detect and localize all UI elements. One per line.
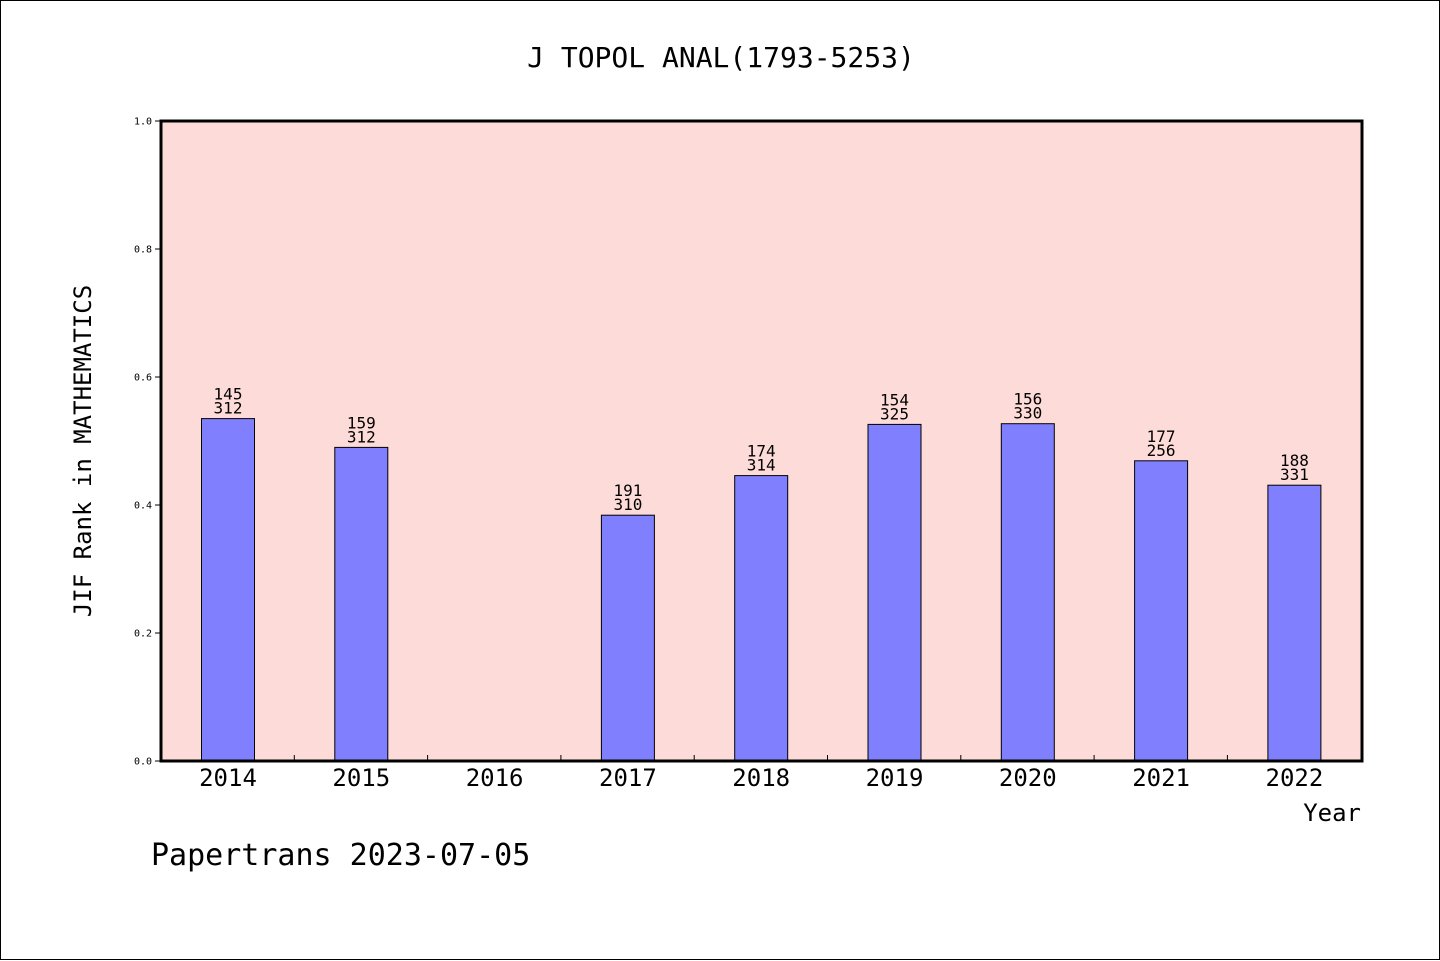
x-tick-label-2022: 2022	[1266, 764, 1324, 792]
bar-rank-label-2018: 174	[747, 442, 776, 461]
bar-2017	[600, 514, 655, 762]
x-tick-label-2016: 2016	[466, 764, 524, 792]
plot-border	[159, 119, 1364, 763]
y-tick-label-0.6: 0.6	[134, 373, 152, 384]
bar-2015	[334, 446, 389, 762]
y-tick-label-0.2: 0.2	[134, 629, 152, 640]
bar-total-label-2021: 256	[1147, 441, 1176, 460]
chart-title: J TOPOL ANAL(1793-5253)	[527, 41, 915, 74]
y-tick-label-1.0: 1.0	[134, 117, 152, 128]
bar-total-label-2019: 325	[880, 404, 909, 423]
x-tick-label-2015: 2015	[332, 764, 390, 792]
bar-total-label-2017: 310	[613, 495, 642, 514]
x-tick-label-2014: 2014	[199, 764, 257, 792]
y-tick-label-0.4: 0.4	[134, 501, 152, 512]
bar-rank-label-2020: 156	[1013, 390, 1042, 409]
bar-total-label-2018: 314	[747, 456, 776, 475]
bar-rank-label-2014: 145	[214, 385, 243, 404]
bar-rank-label-2017: 191	[613, 481, 642, 500]
bar-total-label-2022: 331	[1280, 465, 1309, 484]
bar-total-label-2015: 312	[347, 427, 376, 446]
y-axis-ticks: 0.0 0.2 0.4 0.6 0.8 1.0	[134, 117, 161, 768]
footer-credit: Papertrans 2023-07-05	[151, 838, 530, 873]
bar-2021	[1134, 460, 1189, 762]
x-tick-label-2017: 2017	[599, 764, 657, 792]
x-axis-label: Year	[1303, 799, 1361, 827]
bar-rank-label-2022: 188	[1280, 451, 1309, 470]
y-tick-label-0.8: 0.8	[134, 245, 152, 256]
bar-total-label-2020: 330	[1013, 404, 1042, 423]
bar-rank-label-2015: 159	[347, 413, 376, 432]
bar-total-label-2014: 312	[214, 399, 243, 418]
bar-2020	[1000, 423, 1055, 762]
x-tick-label-2019: 2019	[866, 764, 924, 792]
x-tick-label-2018: 2018	[732, 764, 790, 792]
x-axis-ticks: 2014 2015 2016 2017 2018 2019 2020 2021 2022	[199, 755, 1323, 792]
x-tick-label-2020: 2020	[999, 764, 1057, 792]
y-axis-label: JIF Rank in MATHEMATICS	[69, 285, 97, 617]
bar-rank-label-2021: 177	[1147, 427, 1176, 446]
y-tick-label-0.0: 0.0	[134, 757, 152, 768]
x-tick-label-2021: 2021	[1132, 764, 1190, 792]
bar-2019	[867, 423, 922, 762]
bar-2014	[201, 418, 255, 762]
bar-labels-group: 1453121593121913101743141543251563301772…	[214, 385, 1309, 515]
bar-2022	[1267, 484, 1322, 762]
bars-group	[201, 418, 1322, 762]
bar-rank-label-2019: 154	[880, 390, 909, 409]
bar-2018	[734, 475, 789, 762]
